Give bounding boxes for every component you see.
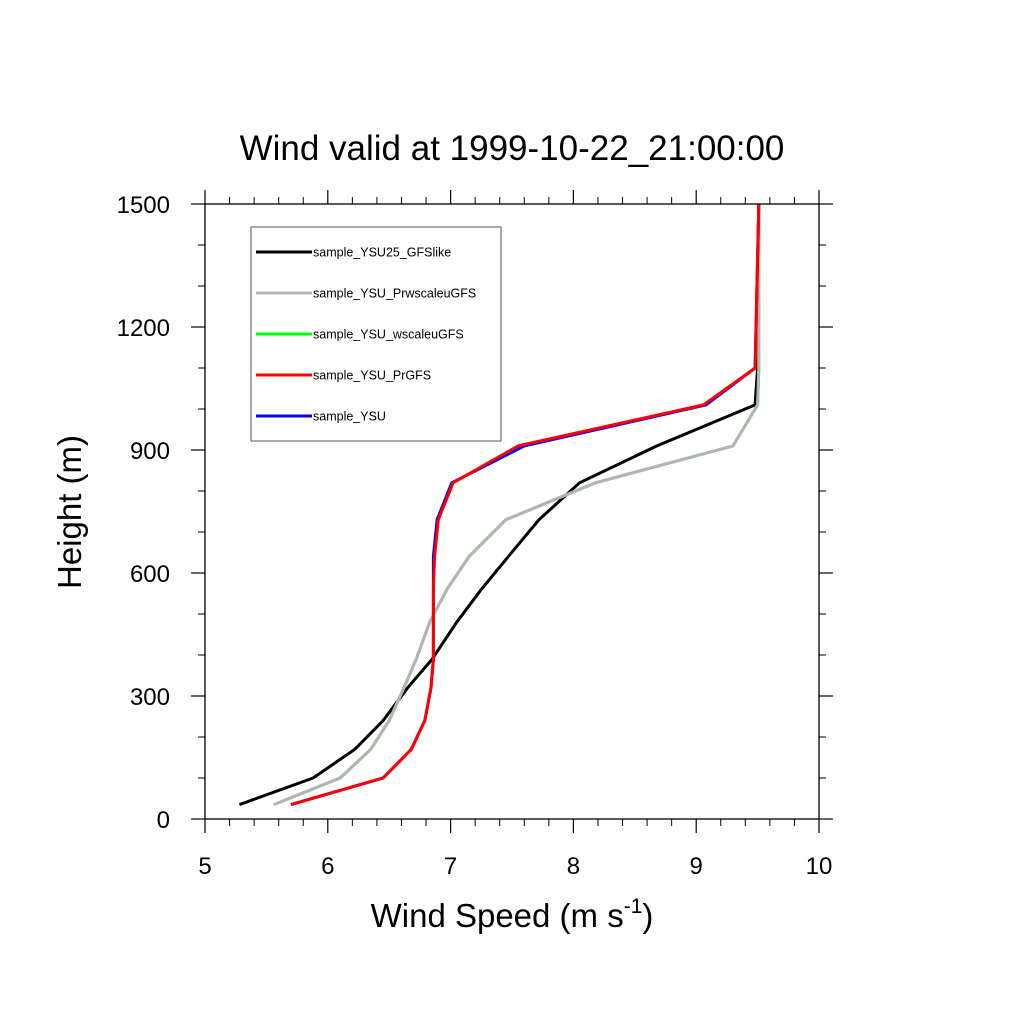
x-tick-label: 8	[567, 853, 580, 880]
y-tick-label: 600	[130, 561, 170, 588]
series-lines	[238, 203, 761, 807]
x-tick-label: 10	[806, 853, 833, 880]
series-line-sample-ysu-prwscaleugfs	[273, 204, 761, 806]
legend: sample_YSU25_GFSlike sample_YSU_Prwscaleu…	[250, 226, 502, 442]
x-tick-label: 6	[321, 853, 334, 880]
x-axis-label-main: Wind Speed (m s	[371, 897, 624, 934]
x-axis-label-suffix: )	[642, 897, 653, 934]
x-tick-label: 9	[690, 853, 703, 880]
chart-title: Wind valid at 1999-10-22_21:00:00	[240, 129, 785, 168]
plot-frame	[204, 203, 820, 820]
y-axis-label: Height (m)	[51, 435, 88, 589]
y-tick-label: 900	[130, 438, 170, 465]
legend-label: sample_YSU25_GFSlike	[313, 246, 451, 260]
series-line-sample-ysu25-gfslike	[238, 203, 761, 807]
y-tick-label: 0	[157, 807, 170, 834]
axis-ticks: 5 6 7 8 9 10 0 300 600 900 1200 1500	[117, 190, 833, 880]
x-axis-label: Wind Speed (m s-1)	[371, 895, 654, 934]
legend-label: sample_YSU_wscaleuGFS	[313, 328, 464, 342]
x-axis-label-superscript: -1	[624, 895, 643, 918]
y-tick-label: 1500	[117, 192, 170, 219]
legend-label: sample_YSU_PrwscaleuGFS	[313, 287, 476, 301]
y-tick-label: 1200	[117, 315, 170, 342]
x-tick-label: 5	[198, 853, 211, 880]
series-line-sample-ysu-prgfs	[290, 203, 761, 807]
x-tick-label: 7	[444, 853, 457, 880]
legend-label: sample_YSU_PrGFS	[313, 369, 431, 383]
legend-label: sample_YSU	[313, 410, 386, 424]
y-tick-label: 300	[130, 684, 170, 711]
